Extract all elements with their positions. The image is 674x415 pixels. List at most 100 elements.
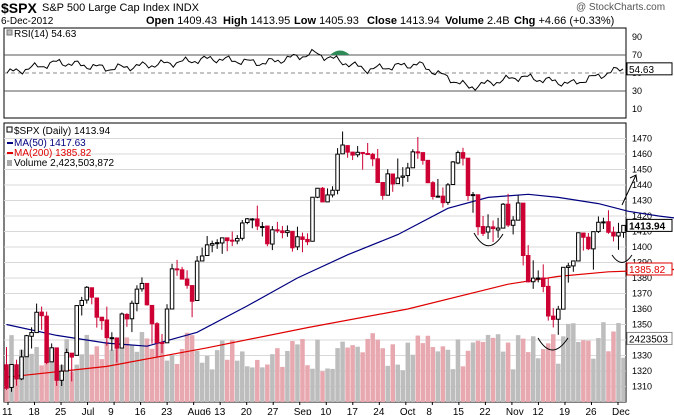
volume-last-tag: 2423503 [629, 334, 668, 345]
price-tick-label: 1420 [632, 211, 652, 221]
candle-body [240, 222, 245, 239]
candle-body [370, 153, 375, 160]
price-legend-swatch [6, 126, 13, 133]
volume-bar [129, 345, 135, 402]
volume-bar [305, 365, 310, 402]
volume-bar [545, 343, 551, 402]
candle-body [94, 297, 100, 318]
candle-body [556, 308, 561, 320]
volume-bar [420, 343, 426, 402]
x-tick-label: 18 [29, 407, 41, 415]
watermark: @ StockCharts.com [576, 2, 666, 13]
x-tick-label: 12 [532, 407, 544, 415]
volume-bar [601, 322, 606, 402]
candle-body [44, 315, 49, 363]
volume-bar [405, 342, 411, 402]
volume-bar [164, 360, 170, 402]
x-tick-label: 27 [267, 407, 279, 415]
volume-bar [199, 362, 205, 402]
volume-bar [29, 353, 34, 402]
candle-body [470, 194, 476, 197]
candle-body [405, 167, 411, 177]
price-tick-label: 1360 [632, 304, 652, 314]
price-tick-label: 1380 [632, 273, 652, 283]
candle-body [375, 158, 380, 184]
volume-bar [245, 366, 250, 402]
volume-bar [124, 337, 130, 402]
volume-bar [485, 334, 491, 402]
ma50-legend: MA(50) 1417.63 [14, 138, 86, 149]
x-tick-label: Nov [506, 407, 524, 415]
volume-bar [500, 351, 506, 402]
quote-volume: Volume 2.4B [445, 15, 510, 27]
candle-body [69, 352, 74, 358]
candle-body [480, 226, 486, 234]
x-tick-label: Sep [294, 407, 312, 415]
volume-bar [586, 340, 591, 402]
price-tick-label: 1370 [632, 289, 652, 299]
x-tick-label: 24 [373, 407, 385, 415]
candle-body [164, 308, 170, 344]
volume-bar [184, 332, 190, 402]
volume-bar [224, 359, 230, 402]
candle-body [19, 356, 24, 380]
volume-bar [39, 365, 44, 402]
volume-bar [380, 348, 385, 402]
candle-body [149, 304, 155, 325]
rsi-tick-label: 90 [632, 32, 642, 42]
candle-body [104, 319, 110, 339]
candle-body [124, 313, 130, 320]
candle-body [551, 315, 556, 320]
candle-body [545, 285, 551, 317]
volume-bar [611, 331, 616, 402]
candle-body [400, 175, 406, 178]
volume-bar [204, 355, 210, 402]
ticker-symbol: $SPX [1, 0, 37, 16]
quote-date: 6-Dec-2012 [1, 16, 54, 27]
candle-body [601, 221, 606, 224]
candle-body [500, 203, 506, 229]
volume-bar [24, 357, 29, 402]
candle-body [315, 187, 320, 198]
candle-body [330, 189, 335, 196]
volume-bar [330, 368, 335, 402]
candle-body [576, 232, 581, 262]
volume-bar [596, 338, 601, 402]
candle-body [275, 229, 280, 232]
candle-body [520, 202, 526, 257]
volume-bar [556, 363, 561, 402]
quote-open: Open 1409.43 [146, 15, 217, 27]
annotation-cup [611, 254, 633, 263]
x-tick-label: 13 [214, 407, 226, 415]
volume-bar [79, 354, 85, 402]
candle-body [485, 226, 491, 233]
candle-body [425, 159, 431, 184]
candle-body [360, 151, 365, 155]
volume-bar [179, 348, 185, 402]
quote-change: Chg +4.66 (+0.33%) [514, 15, 615, 27]
candle-body [194, 260, 200, 301]
x-tick-label: Oct [400, 407, 416, 415]
volume-bar [169, 355, 175, 402]
candle-body [154, 323, 160, 344]
candle-body [350, 151, 355, 156]
candle-body [365, 153, 370, 156]
rsi-legend-swatch [6, 29, 13, 36]
rsi-legend: RSI(14) 54.63 [14, 29, 77, 40]
rsi-overbought-fill [330, 50, 350, 55]
candle-body [310, 196, 315, 242]
candle-body [4, 364, 9, 389]
annotation-arrowhead [629, 174, 638, 183]
candle-body [9, 363, 14, 388]
volume-bar [355, 346, 360, 402]
candle-body [24, 335, 29, 358]
volume-bar [255, 359, 260, 402]
candle-body [39, 311, 44, 317]
volume-bar [621, 357, 626, 402]
rsi-tick-label: 30 [632, 86, 642, 96]
volume-bar [44, 345, 49, 402]
rsi-last-value-box [626, 62, 673, 76]
candle-body [129, 302, 135, 320]
candle-body [84, 286, 90, 301]
ma200-legend: MA(200) 1385.82 [14, 148, 92, 159]
